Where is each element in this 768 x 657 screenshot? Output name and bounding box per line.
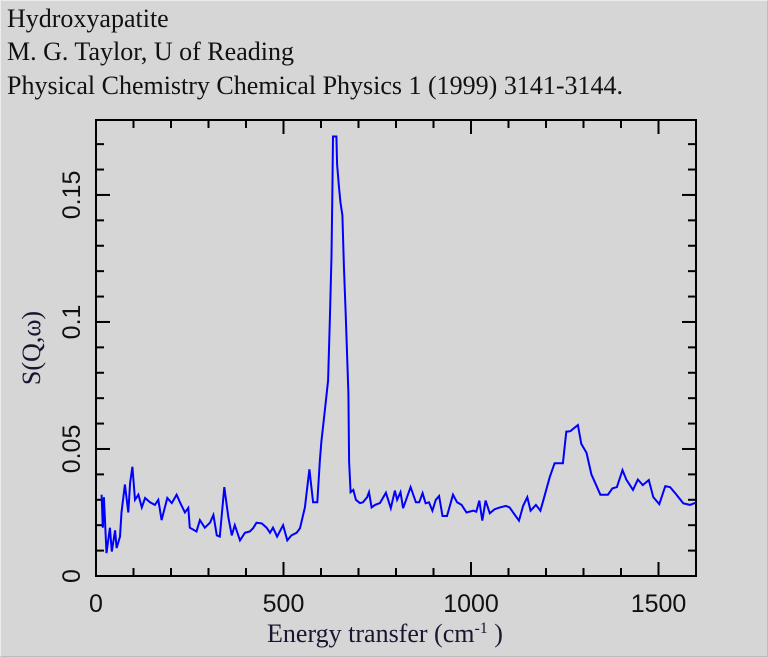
y-tick-label: 0.1 [58,305,86,340]
title-compound: Hydroxyapatite [7,4,169,33]
plot-frame [95,119,697,577]
y-tick-label: 0.15 [58,171,86,220]
x-tick-label: 1500 [631,590,687,618]
y-tick-label: 0 [58,569,86,583]
title-reference: Physical Chemistry Chemical Physics 1 (1… [7,71,624,100]
series-line-hydroxyapatite [100,135,697,554]
y-tick-label: 0.05 [58,425,86,474]
tick-labels: 0 500 1000 1500 0 0.05 0.1 0.15 [58,171,686,618]
x-tick-label: 0 [89,590,103,618]
y-axis-title: S(Q,ω) [17,311,46,385]
x-axis-title: Energy transfer (cm-1 ) [267,619,503,648]
x-tick-label: 500 [263,590,305,618]
x-tick-label: 1000 [443,590,499,618]
title-author: M. G. Taylor, U of Reading [7,37,294,66]
axis-ticks [95,120,697,577]
